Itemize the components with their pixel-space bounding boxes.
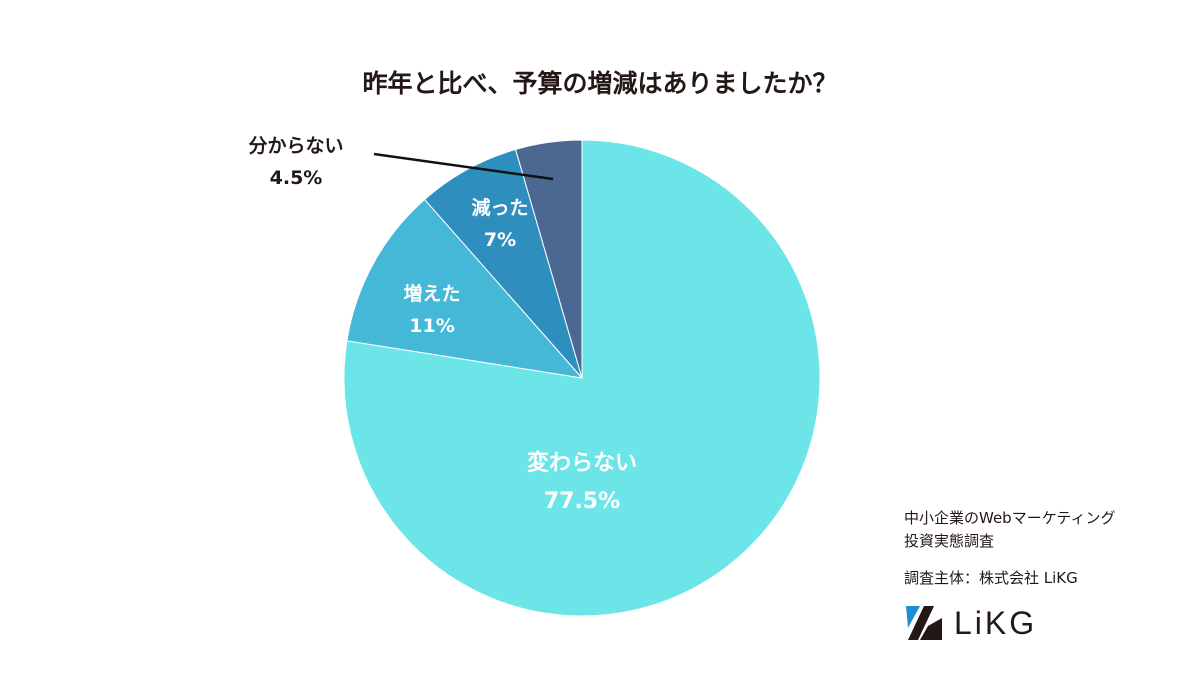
likg-logo-icon bbox=[906, 606, 942, 640]
slice-value-label-2: 7% bbox=[484, 229, 516, 251]
slice-label-1: 増えた bbox=[403, 282, 460, 305]
pie-slice-2 bbox=[423, 148, 583, 379]
leader-line bbox=[373, 152, 554, 181]
survey-sponsor: 調査主体：株式会社 LiKG bbox=[904, 569, 1078, 587]
logo-text: LiKG bbox=[954, 604, 1038, 641]
credit-block: 中小企業のWebマーケティング 投資実態調査 調査主体：株式会社 LiKG bbox=[904, 507, 1116, 590]
slice-value-label-1: 11% bbox=[409, 315, 454, 337]
slice-value-label-3: 4.5% bbox=[270, 167, 323, 189]
survey-name-line1: 中小企業のWebマーケティング bbox=[904, 509, 1116, 527]
slice-value-label-0: 77.5% bbox=[544, 489, 620, 514]
chart-title: 昨年と比べ、予算の増減はありましたか？ bbox=[362, 69, 838, 98]
slice-label-2: 減った bbox=[471, 196, 528, 219]
slice-label-3: 分からない bbox=[248, 135, 343, 157]
slice-label-0: 変わらない bbox=[527, 450, 637, 476]
pie-slice-3 bbox=[514, 139, 583, 379]
survey-name-line2: 投資実態調査 bbox=[904, 532, 995, 550]
likg-logo: LiKG bbox=[904, 604, 1037, 642]
pie-slice-1 bbox=[346, 198, 584, 379]
pie-slice-0 bbox=[343, 139, 821, 617]
